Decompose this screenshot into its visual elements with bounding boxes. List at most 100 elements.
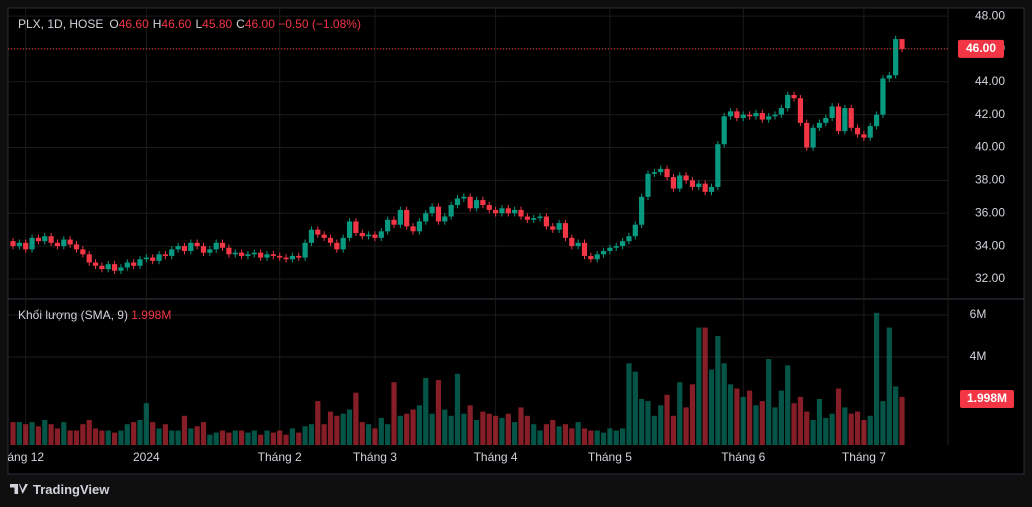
volume-bar <box>861 419 867 445</box>
y-tick-label: 42.00 <box>975 107 1005 121</box>
volume-bar <box>366 424 372 445</box>
candle-body <box>321 234 327 238</box>
candle-body <box>829 106 835 118</box>
change: −0.50 (−1.08%) <box>278 17 361 31</box>
x-tick-label: áng 12 <box>7 450 44 464</box>
candle-body <box>232 252 238 255</box>
volume-bar <box>524 415 530 445</box>
x-tick-label: Tháng 7 <box>842 450 886 464</box>
candle-body <box>359 232 365 237</box>
candle-body <box>886 75 892 79</box>
volume-bar <box>23 424 29 445</box>
candle-body <box>772 114 778 117</box>
volume-bar <box>353 392 359 445</box>
candle-body <box>607 247 613 252</box>
candle-body <box>696 183 702 187</box>
volume-bar <box>92 428 99 445</box>
volume-bar <box>467 405 473 445</box>
candle-body <box>264 254 270 258</box>
candle-body <box>823 117 829 123</box>
volume-bar <box>797 396 803 445</box>
volume-bar <box>150 422 156 445</box>
volume-bar <box>442 409 448 445</box>
volume-bar <box>632 371 638 445</box>
ohlc-key: C <box>236 17 245 31</box>
last-price-box <box>958 39 1004 58</box>
candle-body <box>505 208 511 214</box>
x-tick-label: Tháng 2 <box>258 450 302 464</box>
candle-body <box>683 175 689 181</box>
candle-body <box>334 242 340 250</box>
candle-body <box>594 254 600 260</box>
volume-bar <box>645 401 651 445</box>
volume-bar <box>696 327 702 445</box>
volume-bar <box>156 428 162 445</box>
volume-bar <box>416 405 422 445</box>
volume-bar <box>537 430 543 445</box>
candle-body <box>721 116 727 145</box>
volume-bar <box>683 407 689 445</box>
volume-bar <box>80 424 86 445</box>
candle-body <box>842 108 848 132</box>
volume-bar <box>499 417 505 445</box>
volume-bar <box>283 434 289 445</box>
volume-bar <box>289 428 295 445</box>
volume-tick-label: 4M <box>970 349 987 363</box>
volume-bar <box>670 415 676 445</box>
candle-body <box>226 247 232 255</box>
ohlc-key: O <box>109 17 119 31</box>
candle-body <box>486 205 492 210</box>
candle-body <box>562 223 569 238</box>
ohlc-value: 45.80 <box>202 17 233 31</box>
volume-bar <box>137 419 143 445</box>
candle-body <box>54 242 61 247</box>
candle-body <box>175 246 181 250</box>
volume-bar <box>251 430 257 445</box>
volume-bar <box>118 430 124 445</box>
volume-bar <box>10 422 16 445</box>
volume-bar <box>181 415 188 445</box>
candle-body <box>651 172 657 174</box>
candle-body <box>200 246 207 253</box>
candle-body <box>296 255 302 258</box>
volume-bar <box>486 413 492 445</box>
candle-body <box>467 196 473 209</box>
volume-bar <box>296 432 302 445</box>
volume-bar <box>772 407 778 445</box>
volume-bar <box>359 422 365 445</box>
volume-bar <box>823 417 829 445</box>
brand-logo <box>10 484 28 494</box>
candle-body <box>315 229 321 235</box>
candle-body <box>219 242 226 248</box>
volume-bar <box>842 407 848 445</box>
volume-bar <box>543 424 549 445</box>
candle-body <box>747 114 753 117</box>
candle-body <box>670 177 676 189</box>
candle-body <box>23 242 29 250</box>
candle-body <box>404 209 410 227</box>
volume-bar <box>702 327 708 445</box>
volume-bar <box>175 430 181 445</box>
ohlc-value: 46.60 <box>161 17 192 31</box>
volume-bar <box>410 409 416 445</box>
symbol: PLX, 1D, HOSE <box>18 17 104 31</box>
candle-body <box>391 219 397 225</box>
volume-bar <box>258 434 264 445</box>
brand-name: TradingView <box>33 482 110 497</box>
volume-bar <box>766 359 772 445</box>
candle-body <box>150 257 156 261</box>
volume-bar <box>429 413 435 445</box>
volume-bar <box>759 401 765 445</box>
volume-bar <box>740 396 746 445</box>
volume-bar <box>131 422 137 445</box>
volume-bar <box>340 413 346 445</box>
candle-body <box>778 108 784 115</box>
volume-bar <box>334 415 340 445</box>
volume-bar <box>315 401 321 445</box>
candle-body <box>35 237 41 242</box>
volume-bar <box>372 428 378 445</box>
brand[interactable]: TradingView <box>10 482 109 497</box>
volume-tick-label: 6M <box>970 307 987 321</box>
volume-bar <box>651 415 657 445</box>
